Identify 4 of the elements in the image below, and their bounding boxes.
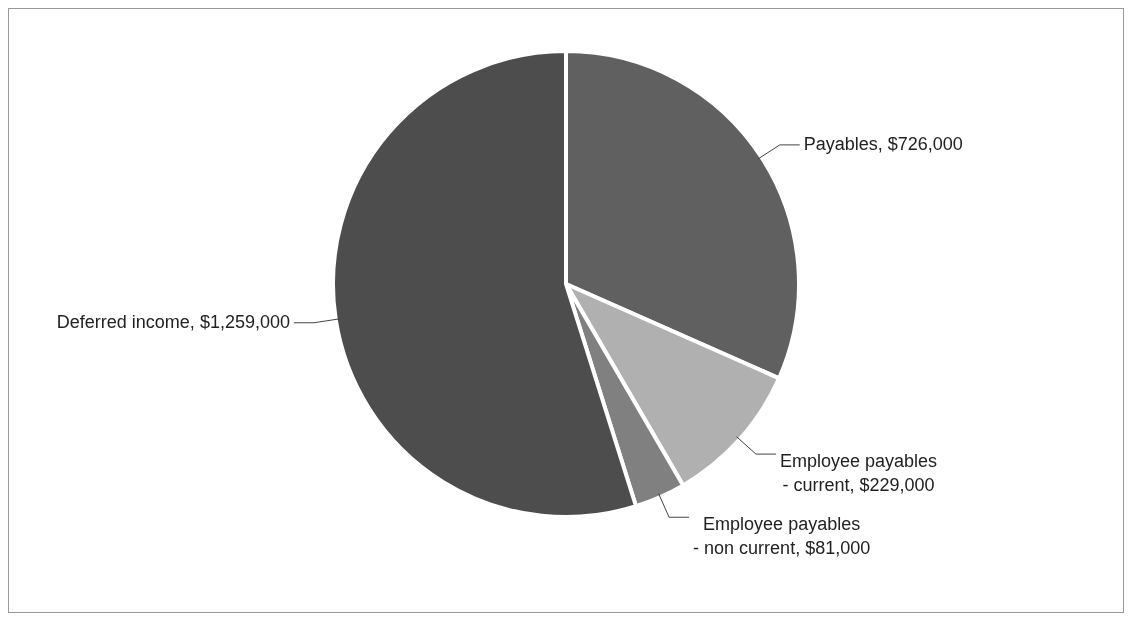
slice-label: Deferred income, $1,259,000 [56, 311, 290, 332]
slice-label: Employee payables - current, $229,000 [779, 451, 938, 496]
slice-label: Payables, $726,000 [803, 133, 963, 154]
slice-label: Employee payables - non current, $81,000 [693, 514, 871, 559]
